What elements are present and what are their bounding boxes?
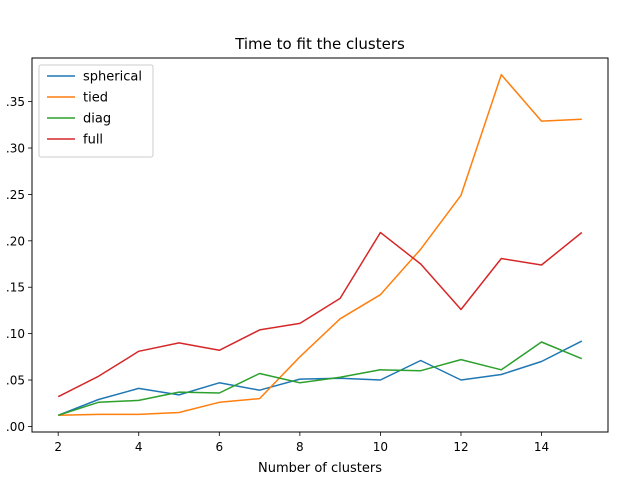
series-line-full — [57, 231, 583, 398]
x-axis-label: Number of clusters — [258, 461, 382, 476]
x-tick-label: 6 — [215, 440, 223, 454]
y-tick-label: .35 — [6, 95, 25, 109]
y-tick-label: .20 — [6, 234, 25, 248]
x-tick-label: 2 — [54, 440, 62, 454]
series-line-diag — [57, 341, 583, 417]
legend-label-full: full — [83, 133, 103, 148]
y-axis: .00 .05 .10 .15 .20 .25 .30 .35 — [6, 95, 32, 434]
series-line-tied — [58, 73, 582, 417]
x-tick-label: 4 — [135, 440, 143, 454]
legend-label-tied: tied — [83, 91, 108, 106]
x-axis: 2 4 6 8 10 12 14 — [54, 432, 549, 454]
legend-box — [38, 64, 154, 158]
y-tick-label: .00 — [6, 420, 25, 434]
y-tick-label: .25 — [6, 188, 25, 202]
series-layer — [57, 73, 583, 417]
y-tick-label: .05 — [6, 374, 25, 388]
y-tick-label: .10 — [6, 327, 25, 341]
x-tick-label: 8 — [296, 440, 304, 454]
series-line-spherical — [57, 340, 583, 416]
legend-label-spherical: spherical — [83, 70, 142, 85]
x-tick-label: 10 — [373, 440, 388, 454]
plot-frame — [31, 57, 609, 433]
x-tick-label: 12 — [453, 440, 468, 454]
y-tick-label: .15 — [6, 281, 25, 295]
legend-label-diag: diag — [83, 112, 111, 127]
x-tick-label: 14 — [534, 440, 549, 454]
y-tick-label: .30 — [6, 142, 25, 156]
chart-title: Time to fit the clusters — [234, 35, 405, 53]
legend: spherical tied diag full — [38, 64, 154, 158]
